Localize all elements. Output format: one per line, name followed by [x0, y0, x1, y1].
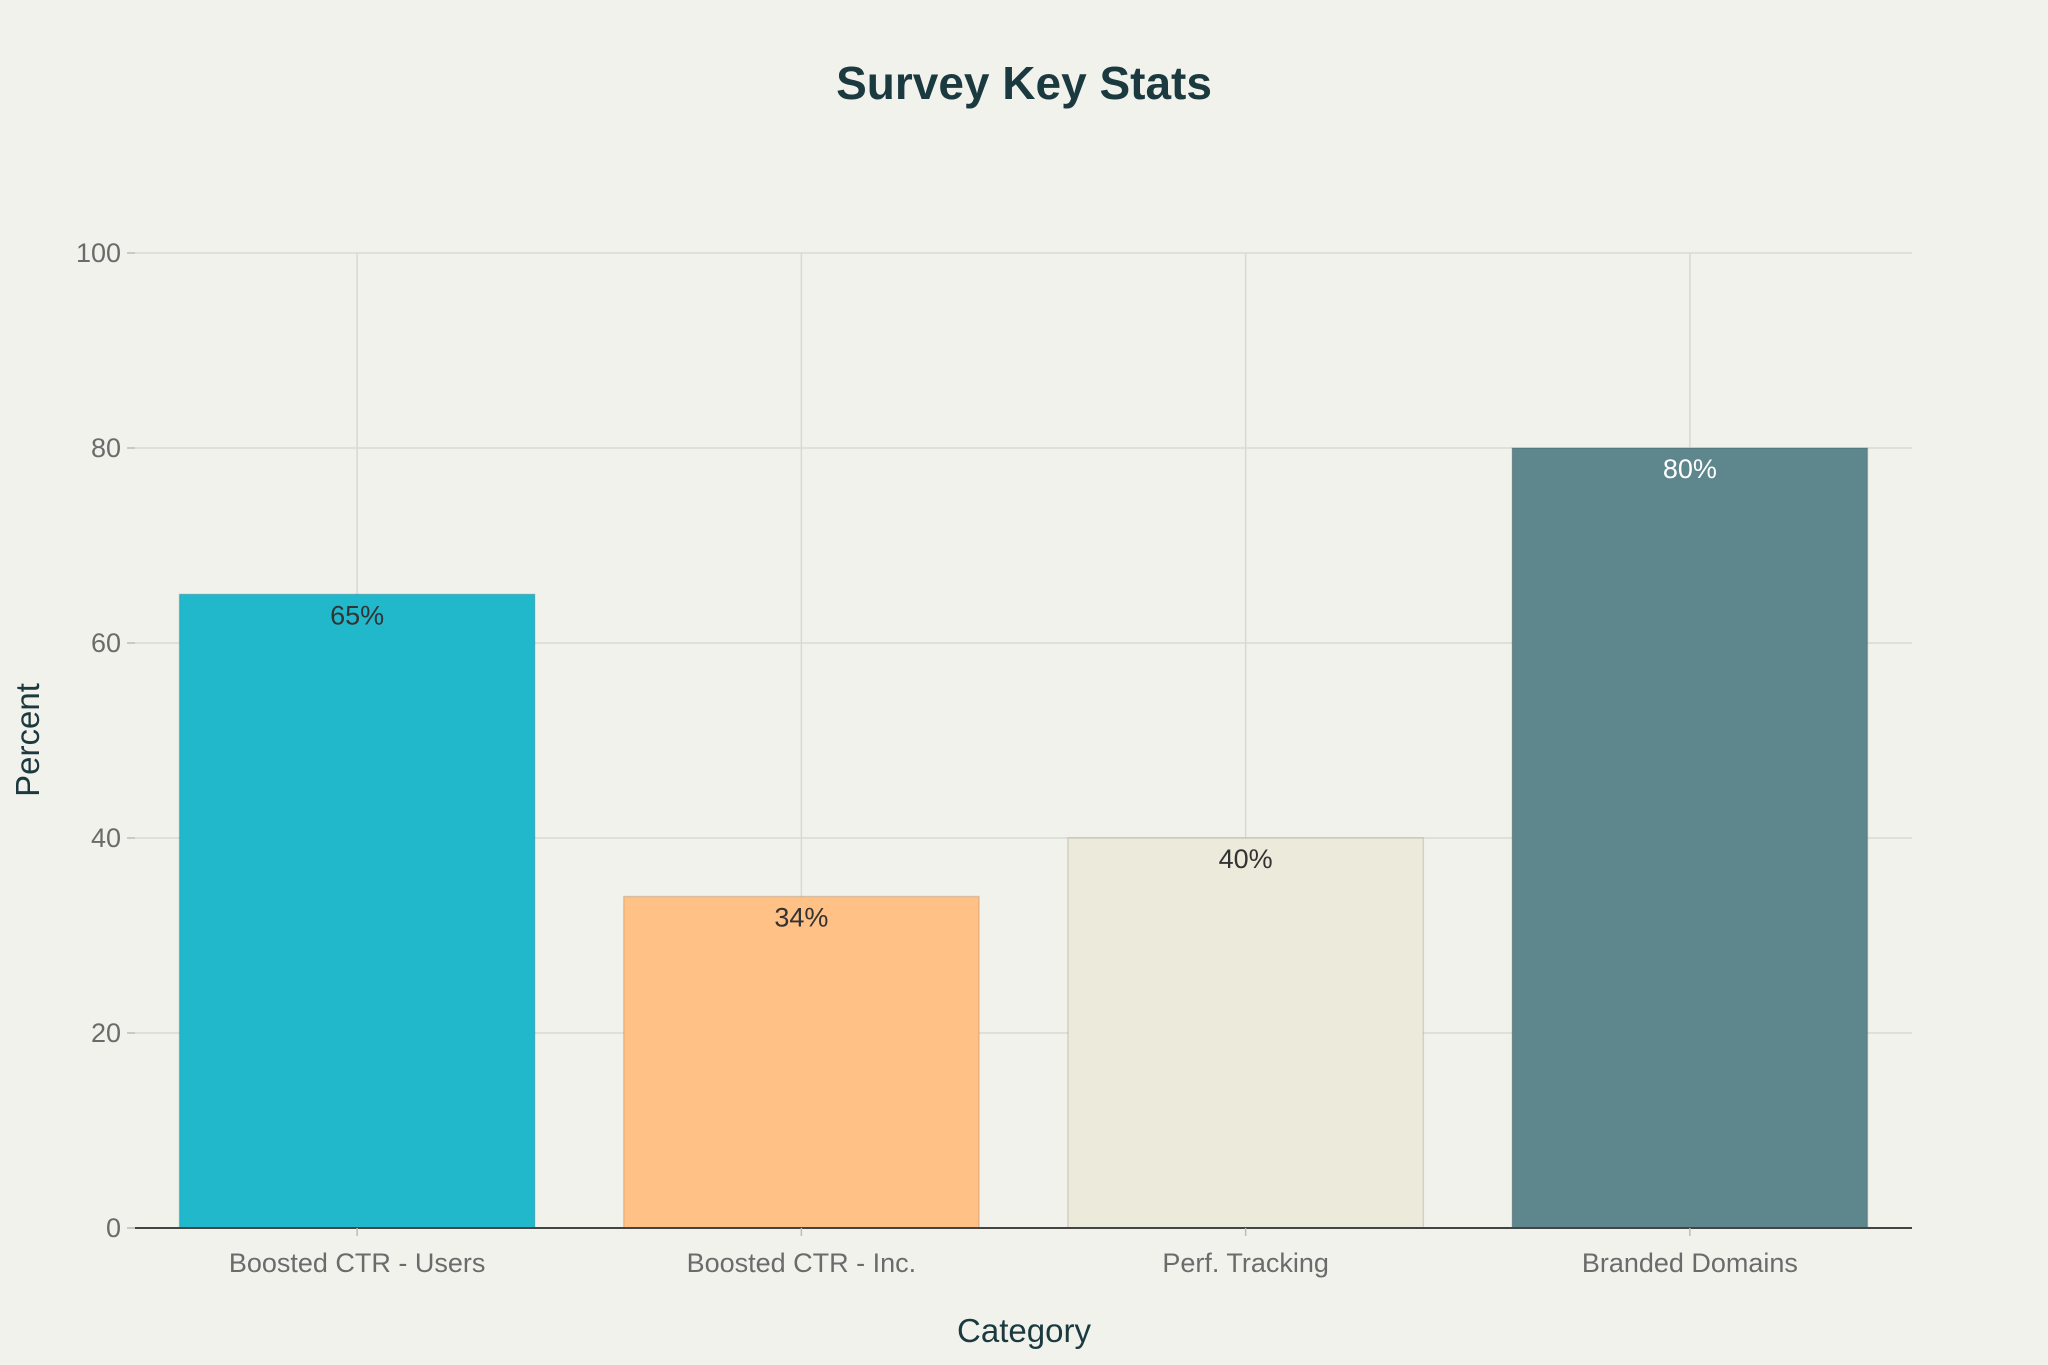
y-axis-ticks: 0 20 40 60 80 100	[76, 238, 135, 1243]
y-tick-label: 80	[91, 433, 121, 463]
x-tick-label: Perf. Tracking	[1162, 1248, 1329, 1278]
x-tick-label: Branded Domains	[1582, 1248, 1798, 1278]
bar-value-label: 80%	[1663, 454, 1717, 484]
bar	[1067, 837, 1425, 1229]
y-tick-label: 0	[106, 1213, 121, 1243]
bar	[1511, 447, 1869, 1229]
bar	[178, 593, 536, 1229]
x-tick-label: Boosted CTR - Inc.	[687, 1248, 917, 1278]
y-tick-label: 100	[76, 238, 121, 268]
bar-value-label: 40%	[1219, 844, 1273, 874]
data-labels: 65% 34% 40% 80%	[330, 454, 1717, 933]
bar-value-label: 65%	[330, 600, 384, 630]
y-axis-title: Percent	[9, 683, 46, 797]
x-axis-title: Category	[957, 1312, 1091, 1349]
bars	[178, 447, 1869, 1229]
y-tick-label: 40	[91, 823, 121, 853]
x-axis-ticks: Boosted CTR - Users Boosted CTR - Inc. Per…	[229, 1228, 1798, 1278]
chart-title: Survey Key Stats	[836, 57, 1212, 109]
bar-value-label: 34%	[774, 903, 828, 933]
x-tick-label: Boosted CTR - Users	[229, 1248, 486, 1278]
y-tick-label: 60	[91, 628, 121, 658]
y-tick-label: 20	[91, 1018, 121, 1048]
bar	[622, 895, 980, 1229]
